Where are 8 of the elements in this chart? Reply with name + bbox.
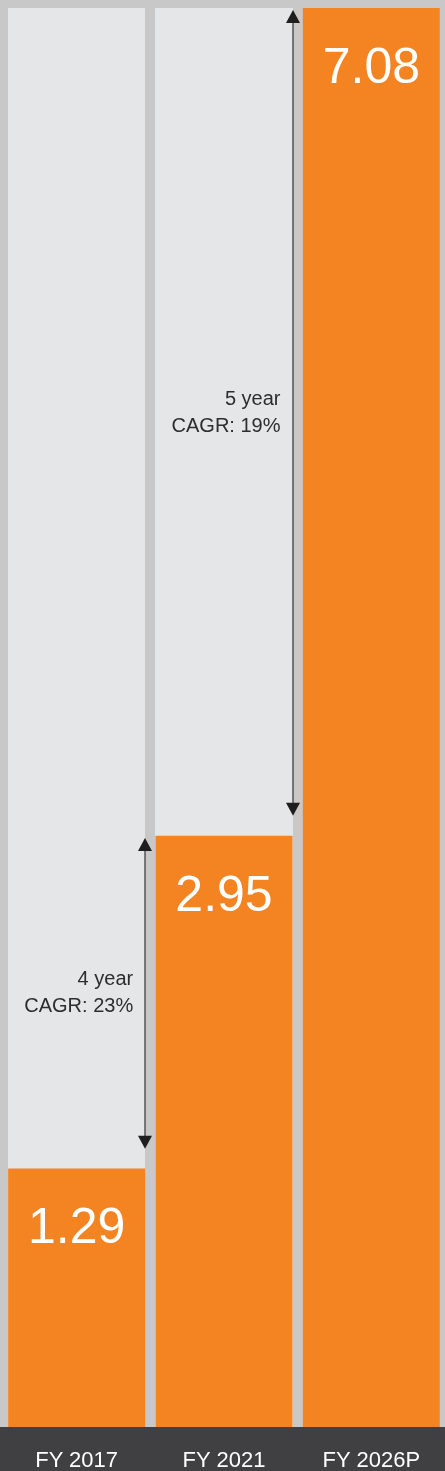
annotation: 5 year CAGR: 19%	[171, 386, 281, 436]
data-label: 7.08	[322, 38, 420, 94]
x-tick-label: FY 2017	[35, 1447, 119, 1471]
data-label: 2.95	[175, 865, 273, 922]
x-tick-label: FY 2021	[182, 1447, 266, 1471]
data-label: 1.29	[28, 1198, 126, 1255]
annotation: 4 year CAGR: 23%	[24, 967, 134, 1017]
x-tick-label: FY 2026P	[322, 1447, 421, 1471]
